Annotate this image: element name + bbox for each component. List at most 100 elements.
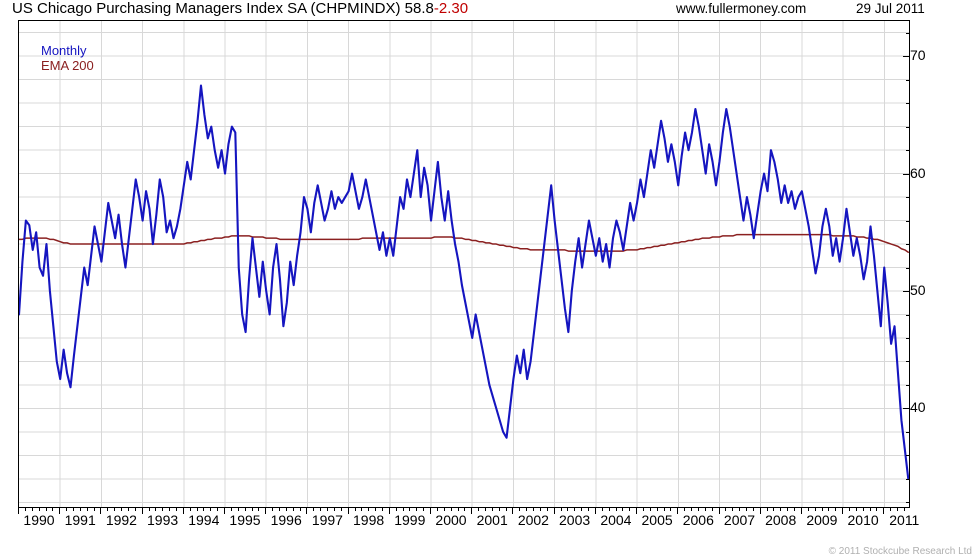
y-axis-minor-tick — [906, 103, 910, 105]
x-axis-label: 2005 — [641, 512, 673, 528]
x-axis-minor-tick — [842, 508, 844, 511]
title-change: -2.30 — [433, 0, 469, 17]
x-axis-tick — [306, 508, 308, 514]
x-axis-minor-tick — [773, 508, 775, 511]
y-axis-minor-tick — [906, 502, 910, 504]
x-axis-label: 2001 — [476, 512, 508, 528]
x-axis-minor-tick — [526, 508, 528, 511]
x-axis-minor-tick — [814, 508, 816, 511]
x-axis-minor-tick — [855, 508, 857, 511]
x-axis-minor-tick — [141, 508, 143, 511]
x-axis-minor-tick — [642, 508, 644, 511]
x-axis-minor-tick — [567, 508, 569, 511]
x-axis-minor-tick — [292, 508, 294, 511]
x-axis-minor-tick — [471, 508, 473, 511]
x-axis-minor-tick — [684, 508, 686, 511]
x-axis-minor-tick — [203, 508, 205, 511]
legend-item-ema200: EMA 200 — [41, 58, 94, 73]
y-axis-label: 70 — [910, 47, 926, 64]
x-axis-minor-tick — [780, 508, 782, 511]
y-axis-minor-tick — [906, 384, 910, 386]
x-axis-minor-tick — [876, 508, 878, 511]
x-axis-label: 2010 — [847, 512, 879, 528]
x-axis-label: 2002 — [517, 512, 549, 528]
x-axis-minor-tick — [182, 508, 184, 511]
x-axis-minor-tick — [148, 508, 150, 511]
x-axis-tick — [18, 508, 19, 514]
x-axis-minor-tick — [697, 508, 699, 511]
x-axis-tick — [800, 508, 802, 514]
x-axis-label: 1999 — [394, 512, 426, 528]
x-axis-label: 1991 — [64, 512, 96, 528]
chart-date: 29 Jul 2011 — [856, 1, 925, 16]
x-axis-minor-tick — [258, 508, 260, 511]
chart-legend: Monthly EMA 200 — [41, 43, 94, 73]
y-axis-tick — [903, 408, 910, 410]
x-axis-label: 2006 — [682, 512, 714, 528]
x-axis-minor-tick — [279, 508, 280, 511]
y-axis-tick — [903, 173, 910, 175]
x-axis-minor-tick — [59, 508, 61, 511]
x-axis-tick — [471, 508, 473, 514]
y-axis: 40 50 60 70 — [903, 20, 980, 508]
x-axis-minor-tick — [787, 508, 789, 511]
gridlines — [19, 21, 909, 507]
x-axis-minor-tick — [382, 508, 383, 511]
x-axis-minor-tick — [79, 508, 81, 511]
x-axis-minor-tick — [560, 508, 562, 511]
plot-area: Monthly EMA 200 — [17, 20, 910, 508]
x-axis-minor-tick — [670, 508, 672, 511]
x-axis-minor-tick — [361, 508, 363, 511]
x-axis-minor-tick — [725, 508, 727, 511]
x-axis-label: 1997 — [311, 512, 343, 528]
chart-svg — [17, 21, 910, 507]
x-axis-minor-tick — [217, 508, 219, 511]
x-axis-minor-tick — [828, 508, 830, 511]
x-axis-minor-tick — [533, 508, 534, 511]
x-axis-tick — [677, 508, 679, 514]
chart-header: US Chicago Purchasing Managers Index SA … — [0, 0, 980, 20]
x-axis-minor-tick — [443, 508, 445, 511]
x-axis-minor-tick — [890, 508, 892, 511]
y-axis-minor-tick — [906, 314, 910, 316]
x-axis-tick — [141, 508, 143, 514]
x-axis-minor-tick — [581, 508, 583, 511]
x-axis-label: 1996 — [270, 512, 302, 528]
x-axis-minor-tick — [18, 508, 19, 511]
x-axis-minor-tick — [800, 508, 802, 511]
x-axis-minor-tick — [107, 508, 109, 511]
series-lines — [17, 84, 910, 480]
x-axis-minor-tick — [93, 508, 95, 511]
y-axis-minor-tick — [906, 455, 910, 457]
y-axis-minor-tick — [906, 197, 910, 199]
x-axis-minor-tick — [368, 508, 370, 511]
x-axis-tick — [512, 508, 514, 514]
x-axis-minor-tick — [347, 508, 349, 511]
x-axis-label: 2000 — [435, 512, 467, 528]
x-axis-minor-tick — [718, 508, 720, 511]
x-axis-tick — [430, 508, 431, 514]
x-axis-minor-tick — [649, 508, 651, 511]
x-axis-tick — [182, 508, 184, 514]
x-axis-minor-tick — [691, 508, 692, 511]
x-axis-minor-tick — [663, 508, 665, 511]
x-axis-minor-tick — [251, 508, 253, 511]
x-axis-tick — [59, 508, 61, 514]
x-axis-minor-tick — [512, 508, 514, 511]
x-axis-minor-tick — [430, 508, 431, 511]
x-axis-label: 1993 — [147, 512, 179, 528]
x-axis-tick — [718, 508, 720, 514]
x-axis-minor-tick — [189, 508, 191, 511]
x-axis-tick — [553, 508, 555, 514]
x-axis-tick — [759, 508, 761, 514]
x-axis-minor-tick — [395, 508, 397, 511]
y-axis-minor-tick — [906, 267, 910, 269]
title-text: US Chicago Purchasing Managers Index SA … — [12, 0, 434, 17]
x-axis-minor-tick — [134, 508, 136, 511]
x-axis-minor-tick — [553, 508, 555, 511]
x-axis-tick — [883, 508, 885, 514]
x-axis-minor-tick — [52, 508, 54, 511]
x-axis-minor-tick — [485, 508, 486, 511]
x-axis-minor-tick — [464, 508, 466, 511]
website-link[interactable]: www.fullermoney.com — [676, 1, 807, 16]
